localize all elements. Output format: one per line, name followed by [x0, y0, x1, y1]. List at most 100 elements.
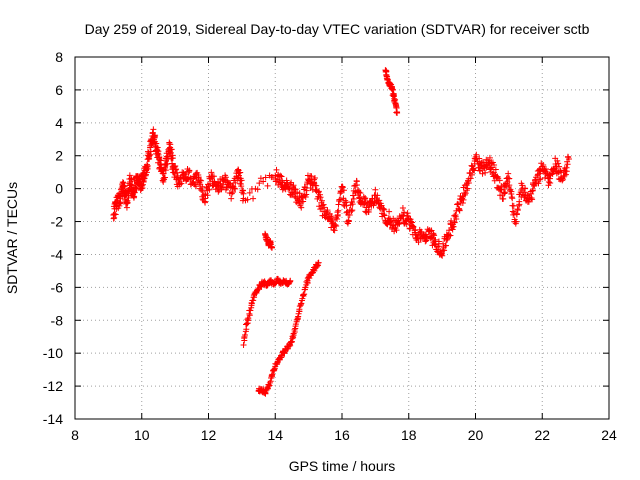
data-point-main — [320, 201, 327, 208]
x-tick-label: 14 — [267, 427, 283, 443]
data-point-main — [193, 183, 200, 190]
data-point-main — [298, 204, 305, 211]
y-axis-label: SDTVAR / TECUs — [4, 182, 20, 294]
data-point-main — [157, 157, 164, 164]
data-point-main — [250, 195, 257, 202]
data-point-main — [447, 232, 454, 239]
data-point-main — [565, 156, 572, 163]
data-point-main — [418, 228, 425, 235]
data-point-main — [439, 252, 446, 259]
data-point-main — [140, 179, 147, 186]
data-point-main — [415, 239, 422, 246]
data-point-segment-a — [247, 307, 254, 314]
data-point-main — [277, 172, 284, 179]
data-point-main — [143, 161, 150, 168]
data-point-main — [404, 210, 411, 217]
data-point-main — [449, 226, 456, 233]
data-point-segment-b — [262, 390, 269, 397]
data-point-main — [333, 222, 340, 229]
data-point-main — [278, 173, 285, 180]
data-point-main — [228, 195, 235, 202]
data-point-main — [460, 196, 467, 203]
data-point-main — [199, 183, 206, 190]
data-point-main — [432, 236, 439, 243]
data-marks — [110, 67, 572, 397]
y-tick-label: -2 — [51, 214, 64, 230]
data-point-main — [167, 141, 174, 148]
data-point-main — [125, 193, 132, 200]
data-point-main — [217, 180, 224, 187]
data-point-main — [206, 186, 213, 193]
data-point-main — [131, 189, 138, 196]
data-point-main — [409, 219, 416, 226]
data-point-main — [438, 251, 445, 258]
data-point-main — [339, 184, 346, 191]
data-point-main — [476, 155, 483, 162]
x-tick-label: 20 — [468, 427, 484, 443]
data-point-main — [513, 210, 520, 217]
data-point-main — [162, 167, 169, 174]
data-point-main — [304, 181, 311, 187]
y-tick-label: 4 — [55, 115, 63, 131]
data-point-main — [464, 185, 471, 192]
data-point-main — [340, 187, 347, 194]
data-point-main — [491, 161, 498, 168]
data-point-main — [459, 200, 466, 207]
data-point-segment-a — [248, 300, 255, 307]
data-point-main — [303, 187, 310, 194]
data-point-main — [496, 177, 503, 184]
data-point-main — [124, 197, 131, 204]
data-point-main — [161, 174, 168, 181]
data-point-main — [144, 162, 151, 169]
data-point-main — [399, 204, 406, 211]
data-point-main — [456, 206, 463, 213]
data-point-main — [516, 201, 523, 208]
data-point-segment-b — [264, 385, 271, 392]
data-point-main — [536, 176, 543, 183]
data-point-main — [138, 182, 145, 189]
data-point-main — [381, 206, 388, 213]
data-point-main — [256, 180, 263, 187]
data-point-main — [168, 146, 175, 153]
data-point-main — [238, 183, 245, 190]
data-point-main — [444, 236, 451, 243]
chart-title: Day 259 of 2019, Sidereal Day-to-day VTE… — [85, 21, 590, 37]
data-point-main — [529, 196, 536, 203]
data-point-segment-b — [315, 259, 322, 266]
data-point-main — [449, 224, 456, 231]
data-point-main — [311, 174, 318, 181]
data-point-main — [324, 207, 331, 214]
data-point-main — [153, 140, 160, 147]
data-point-segment-d — [389, 86, 396, 93]
data-point-main — [380, 205, 387, 212]
data-point-main — [514, 207, 521, 214]
y-tick-label: -12 — [43, 378, 63, 394]
data-point-main — [378, 202, 385, 209]
data-point-main — [237, 169, 244, 176]
data-point-main — [502, 189, 509, 196]
data-point-main — [146, 152, 153, 159]
data-point-main — [448, 217, 455, 224]
data-point-main — [198, 186, 205, 193]
data-point-main — [427, 228, 434, 235]
y-tick-label: -4 — [51, 246, 64, 262]
data-point-main — [454, 201, 461, 208]
data-point-main — [343, 202, 350, 209]
data-point-main — [453, 215, 460, 222]
data-point-main — [262, 174, 269, 181]
data-point-main — [154, 147, 161, 154]
data-point-main — [468, 171, 475, 178]
data-point-main — [362, 195, 369, 202]
data-point-main — [349, 201, 356, 208]
data-point-segment-c — [268, 244, 275, 251]
data-point-main — [353, 182, 360, 189]
data-point-segment-b — [298, 300, 305, 307]
data-point-main — [232, 179, 239, 186]
data-point-main — [509, 195, 516, 202]
data-point-main — [450, 223, 457, 230]
data-point-main — [292, 186, 299, 193]
data-point-main — [141, 175, 148, 182]
data-point-main — [381, 212, 388, 219]
